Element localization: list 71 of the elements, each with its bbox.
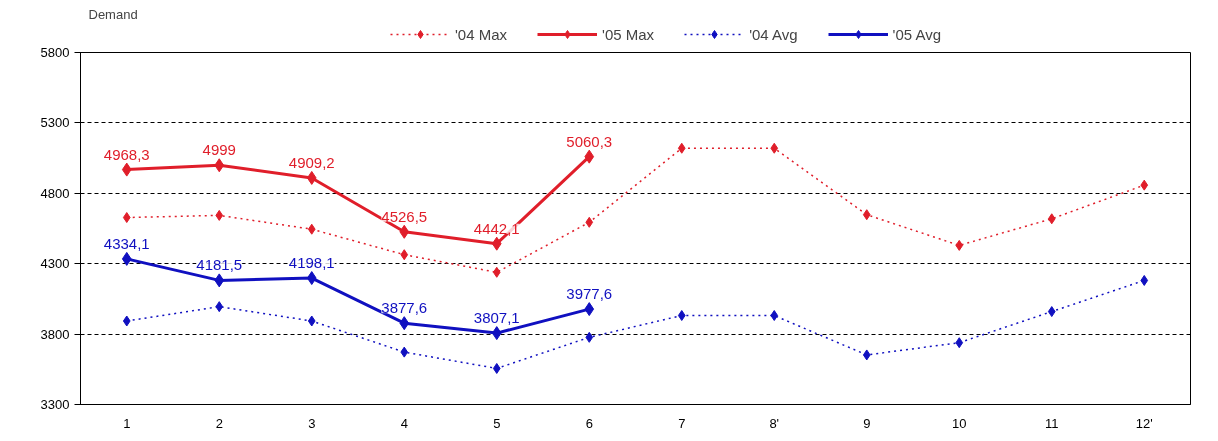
- point: [306, 170, 317, 185]
- point: [121, 251, 132, 266]
- data-label: 4968,3: [103, 145, 150, 163]
- point: [122, 212, 131, 224]
- point: [770, 310, 779, 322]
- point: [1140, 179, 1149, 191]
- x-tick-label: 5: [493, 415, 501, 431]
- point: [399, 224, 410, 239]
- y-tick-label: 4800: [40, 185, 70, 201]
- point: [955, 239, 964, 251]
- legend-label: '04 Avg: [749, 25, 798, 43]
- point: [862, 209, 871, 221]
- y-axis-title: Demand: [88, 6, 138, 22]
- data-label: 4909,2: [288, 153, 335, 171]
- point: [1047, 306, 1056, 318]
- point: [862, 349, 871, 361]
- point: [955, 337, 964, 349]
- x-tick-label: 6: [585, 415, 593, 431]
- legend-label: '05 Max: [602, 25, 655, 43]
- point: [306, 271, 317, 286]
- data-label: 4198,1: [288, 254, 335, 272]
- point: [677, 310, 686, 322]
- x-tick-label: 1: [123, 415, 131, 431]
- y-tick-label: 4300: [40, 256, 70, 272]
- point: [584, 302, 595, 317]
- point: [492, 266, 501, 278]
- point: [770, 142, 779, 154]
- point: [1047, 213, 1056, 225]
- y-tick-label: 5300: [40, 115, 70, 131]
- y-tick-label: 3300: [40, 397, 70, 412]
- data-label: 4334,1: [103, 234, 150, 252]
- x-tick-label: 4: [400, 415, 408, 431]
- y-tick-label: 3800: [40, 326, 70, 342]
- point: [121, 162, 132, 177]
- x-tick-label: 2: [215, 415, 223, 431]
- point: [1140, 274, 1149, 286]
- point: [585, 216, 594, 228]
- point: [491, 326, 502, 341]
- x-tick-label: 10: [952, 415, 967, 431]
- point: [584, 149, 595, 164]
- legend-label: '05 Avg: [892, 25, 942, 43]
- point: [399, 316, 410, 331]
- data-label: 4999: [202, 141, 236, 159]
- x-tick-label: 12': [1135, 415, 1153, 431]
- data-label: 5060,3: [566, 132, 613, 150]
- x-tick-label: 7: [678, 415, 686, 431]
- point: [307, 315, 316, 327]
- point: [214, 158, 225, 173]
- x-tick-label: 11: [1045, 415, 1059, 431]
- point: [492, 362, 501, 374]
- x-tick-label: 3: [308, 415, 316, 431]
- data-label: 4526,5: [381, 207, 428, 225]
- point: [214, 273, 225, 288]
- point: [215, 301, 224, 313]
- x-tick-label: 9: [863, 415, 871, 431]
- data-label: 3877,6: [381, 299, 428, 317]
- data-label: 4181,5: [196, 256, 243, 274]
- point: [122, 315, 131, 327]
- point: [215, 209, 224, 221]
- legend-label: '04 Max: [455, 25, 508, 43]
- y-tick-label: 5800: [40, 45, 70, 60]
- data-label: 3977,6: [566, 285, 613, 303]
- data-label: 4442,1: [473, 219, 520, 237]
- point: [400, 346, 409, 358]
- x-tick-label: 8': [769, 415, 780, 431]
- point: [585, 331, 594, 343]
- point: [400, 249, 409, 261]
- point: [491, 236, 502, 251]
- data-label: 3807,1: [473, 309, 520, 327]
- point: [307, 223, 316, 235]
- point: [677, 142, 686, 154]
